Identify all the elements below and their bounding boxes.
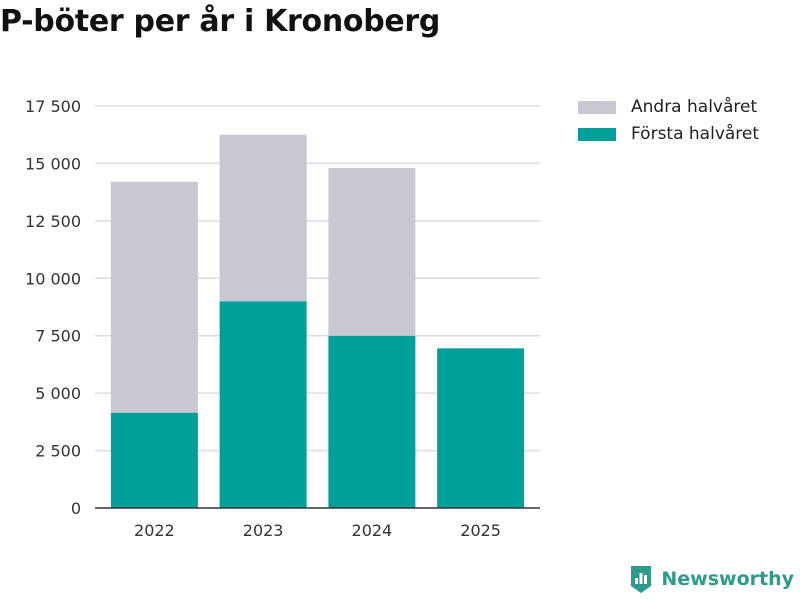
bar-chart-shield-icon [631, 566, 652, 593]
y-tick-label: 12 500 [25, 212, 81, 231]
y-tick-label: 7 500 [35, 327, 81, 346]
legend-label-andra: Andra halvåret [631, 97, 758, 117]
legend-item-forsta[interactable]: Första halvåret [578, 123, 759, 145]
brand-name: Newsworthy [661, 568, 794, 590]
legend-item-andra[interactable]: Andra halvåret [578, 96, 759, 118]
x-tick-label: 2023 [243, 521, 284, 540]
legend: Andra halvåret Första halvåret [578, 96, 759, 150]
legend-swatch-forsta [578, 127, 616, 141]
x-tick-label: 2025 [460, 521, 501, 540]
y-tick-label: 5 000 [35, 384, 81, 403]
bar-chart: 0 2 500 5 000 7 500 10 000 12 500 15 000 17 500… [25, 97, 540, 540]
x-tick-label: 2024 [352, 521, 393, 540]
bar-andra-halvaret [110, 181, 198, 413]
bar-forsta-halvaret [328, 335, 416, 508]
x-tick-label: 2022 [134, 521, 175, 540]
bar-forsta-halvaret [437, 348, 525, 508]
y-tick-label: 2 500 [35, 442, 81, 461]
legend-swatch-andra [578, 100, 616, 114]
y-tick-label: 15 000 [25, 154, 81, 173]
y-tick-label: 10 000 [25, 269, 81, 288]
bar-andra-halvaret [328, 168, 416, 336]
y-tick-label: 0 [71, 499, 81, 518]
brand-logo[interactable]: Newsworthy [629, 564, 794, 594]
bar-andra-halvaret [219, 134, 307, 302]
bar-forsta-halvaret [219, 301, 307, 508]
chart-title: P-böter per år i Kronoberg [0, 4, 441, 39]
y-tick-label: 17 500 [25, 97, 81, 116]
legend-label-forsta: Första halvåret [631, 124, 760, 144]
bar-forsta-halvaret [110, 412, 198, 508]
